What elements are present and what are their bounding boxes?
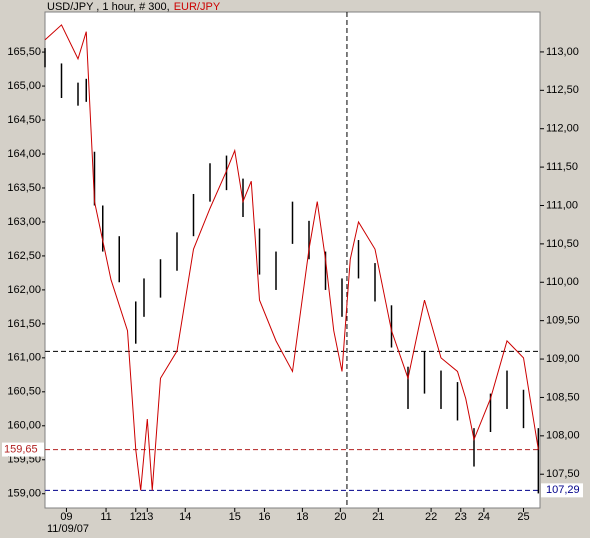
x-tick-label: 23 xyxy=(455,511,467,523)
plot-area xyxy=(44,11,541,509)
x-tick-label: 09 xyxy=(60,511,72,523)
x-tick-label: 24 xyxy=(478,511,490,523)
y2-tick-label: 107,50 xyxy=(546,468,580,480)
y2-tick-label: 112,50 xyxy=(546,84,579,96)
y-tick-label: 165,50 xyxy=(7,46,41,58)
date-label: 11/09/07 xyxy=(47,523,89,535)
y2-tick-label: 112,00 xyxy=(546,123,579,135)
x-tick-label: 14 xyxy=(179,511,191,523)
y-tick-label: 163,50 xyxy=(7,182,41,194)
y-tick-label: 161,50 xyxy=(7,318,41,330)
y2-tick-label: 111,50 xyxy=(546,161,578,173)
y-tick-label: 160,50 xyxy=(7,386,41,398)
x-tick-label: 13 xyxy=(141,511,153,523)
y-tick-label: 161,00 xyxy=(7,352,41,364)
y-tick-label: 163,00 xyxy=(7,216,41,228)
x-tick-label: 22 xyxy=(425,511,437,523)
y2-tick-label: 110,00 xyxy=(546,276,579,288)
y2-tick-label: 108,50 xyxy=(546,391,580,403)
legend-entry: EUR/JPY xyxy=(174,1,221,13)
line-series xyxy=(44,24,539,491)
x-tick-label: 25 xyxy=(517,511,529,523)
y-tick-label: 164,50 xyxy=(7,114,41,126)
y-tick-label: 160,00 xyxy=(7,420,41,432)
level-label-box xyxy=(541,483,583,498)
y2-tick-label: 109,00 xyxy=(546,353,580,365)
x-tick-label: 15 xyxy=(229,511,241,523)
y2-tick-label: 111,00 xyxy=(546,199,578,211)
y-tick-label: 162,00 xyxy=(7,284,41,296)
x-tick-label: 21 xyxy=(372,511,384,523)
y-tick-label: 162,50 xyxy=(7,250,41,262)
x-tick-label: 20 xyxy=(334,511,346,523)
x-tick-label: 18 xyxy=(296,511,308,523)
title: USD/JPY , 1 hour, # 300, xyxy=(47,1,170,13)
y2-tick-label: 110,50 xyxy=(546,238,579,250)
level-label: 107,29 xyxy=(546,484,580,496)
y-tick-label: 159,00 xyxy=(7,488,41,500)
y-tick-label: 165,00 xyxy=(7,80,41,92)
chart-title: USD/JPY , 1 hour, # 300, EUR/JPY xyxy=(47,1,221,13)
x-tick-label: 11 xyxy=(100,511,111,523)
x-tick-label: 16 xyxy=(258,511,270,523)
y2-tick-label: 108,00 xyxy=(546,430,580,442)
y-tick-label: 164,00 xyxy=(7,148,41,160)
y2-tick-label: 109,50 xyxy=(546,315,580,327)
y-tick-label: 159,50 xyxy=(7,454,41,466)
x-tick-label: 12 xyxy=(130,511,142,523)
level-label: 159,65 xyxy=(4,443,38,455)
level-label-box xyxy=(2,442,44,457)
y2-tick-label: 113,00 xyxy=(546,46,579,58)
